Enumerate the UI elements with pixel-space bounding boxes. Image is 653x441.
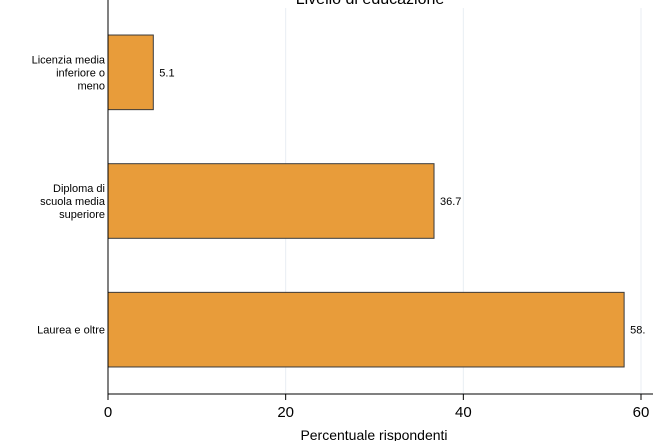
category-label-0: Licenzia media inferiore o meno: [32, 54, 106, 92]
x-tick-label-40: 40: [455, 404, 472, 421]
x-tick-label-20: 20: [277, 404, 294, 421]
bar-1: [107, 163, 435, 239]
x-tick-label-60: 60: [633, 404, 650, 421]
bars: [107, 34, 625, 368]
category-label-line: Licenzia media: [32, 54, 106, 66]
category-label-2: Laurea e oltre: [37, 325, 105, 337]
chart-title: Livello di educazione: [296, 0, 445, 8]
category-label-line: inferiore o: [56, 67, 105, 79]
data-label-0: 5.1: [159, 67, 174, 79]
axes: 0 20 40 60: [104, 0, 653, 421]
category-label-line: scuola media: [40, 196, 106, 208]
bar-2: [107, 291, 625, 368]
x-axis-title: Percentuale rispondenti: [300, 427, 447, 441]
category-label-line: Diploma di: [53, 183, 105, 195]
data-label-2: 58.: [630, 325, 645, 337]
category-label-line: Laurea e oltre: [37, 325, 105, 337]
bar-0: [107, 34, 154, 111]
category-label-line: meno: [77, 80, 105, 92]
x-tick-label-0: 0: [104, 404, 112, 421]
data-label-1: 36.7: [440, 196, 461, 208]
data-labels: 5.1 36.7 58.: [159, 67, 645, 336]
category-label-1: Diploma di scuola media superiore: [40, 183, 106, 221]
category-label-line: superiore: [59, 209, 105, 221]
